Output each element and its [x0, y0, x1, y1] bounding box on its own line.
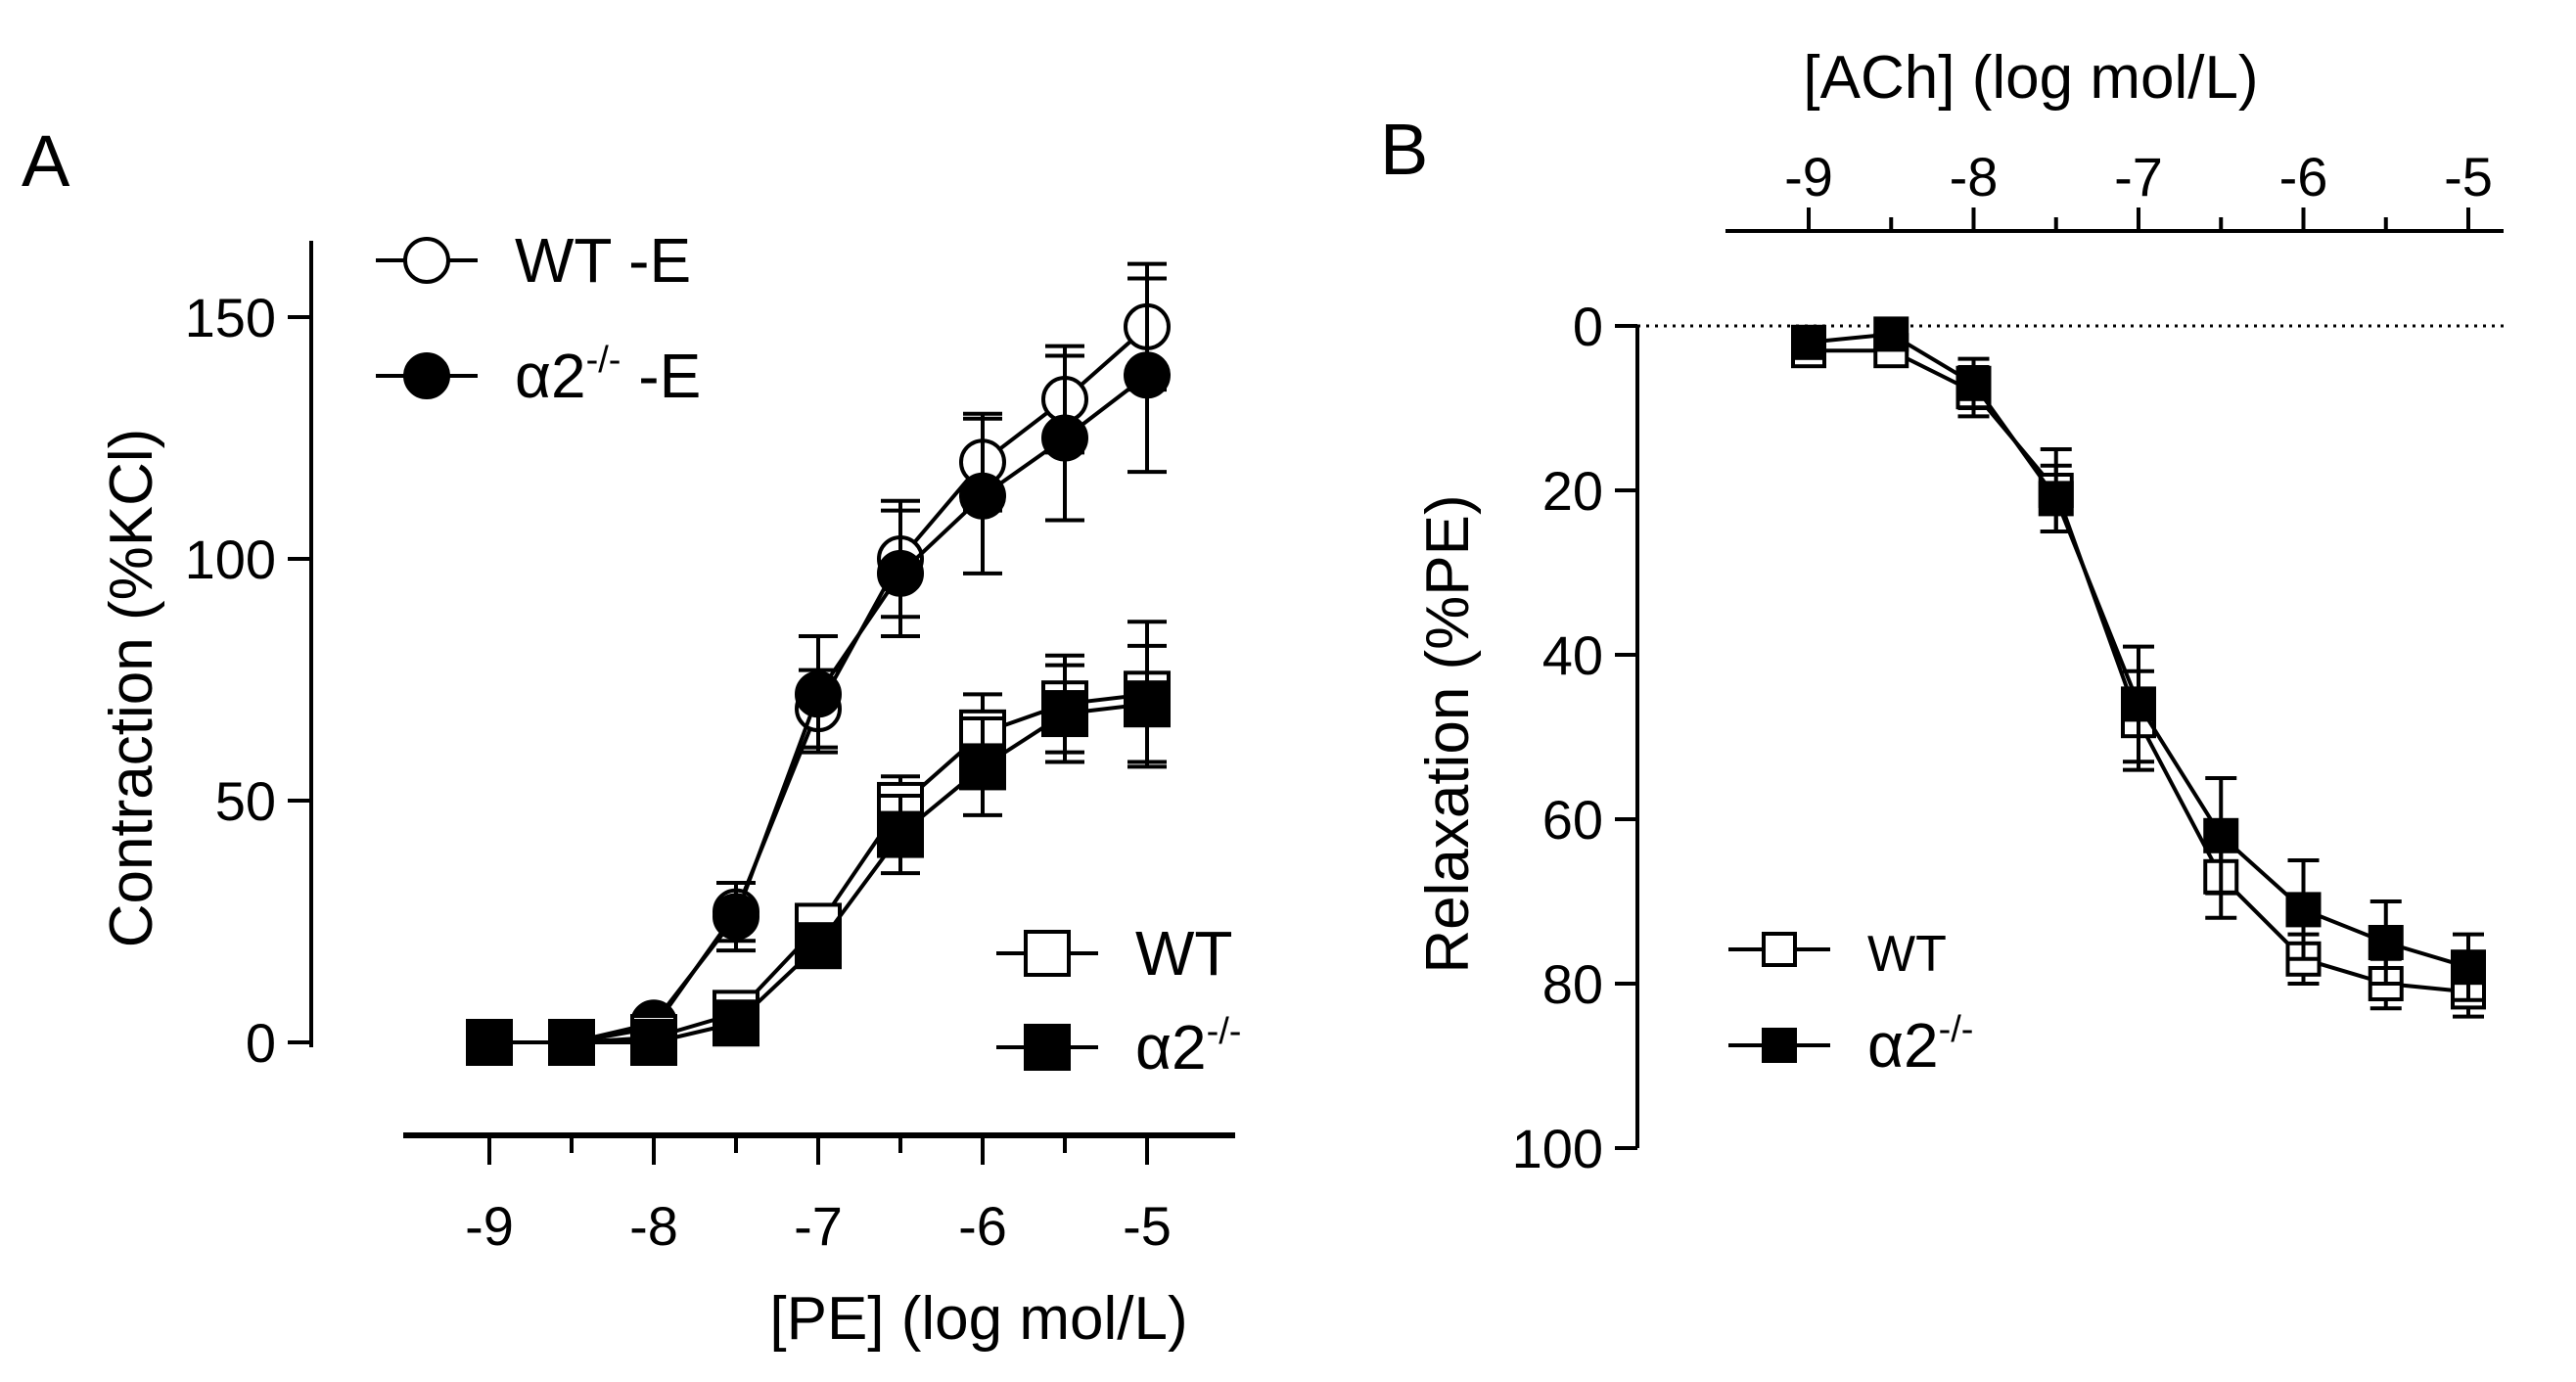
x-tick-label: -6 [958, 1195, 1007, 1257]
x-tick-label: -7 [2114, 146, 2163, 207]
data-point [2203, 817, 2239, 853]
panel-a-x-axis-title: [PE] (log mol/L) [769, 1285, 1187, 1353]
y-tick-label: 50 [215, 770, 276, 832]
y-tick-label: 150 [185, 287, 276, 348]
data-point [466, 1019, 513, 1066]
panel-b-series [1791, 316, 2486, 1019]
data-point [795, 670, 842, 718]
y-tick-label: 100 [1512, 1118, 1603, 1179]
x-tick-label: -5 [2444, 146, 2493, 207]
x-tick-label: -8 [629, 1195, 678, 1257]
panel-a-legend: WT -E α2-/- -E WT α2-/- [376, 225, 1241, 1083]
legend-marker [1762, 932, 1797, 967]
legend-entry-wt: WT [996, 918, 1233, 989]
panel-a-axes: 0 50 100 150 -9 -8 -7 -6 -5 [185, 241, 1235, 1257]
y-tick-label: 80 [1542, 953, 1603, 1015]
data-point [959, 472, 1006, 520]
data-point [630, 1019, 677, 1066]
legend-marker [403, 352, 450, 399]
legend-marker [1762, 1028, 1797, 1063]
data-point [1041, 690, 1088, 738]
data-point [1873, 316, 1909, 352]
x-tick-label: -7 [794, 1195, 843, 1257]
y-tick-label: 0 [1573, 296, 1603, 357]
data-point [713, 893, 759, 941]
panel-a-y-axis-title: Contraction (%KCl) [98, 429, 165, 948]
x-tick-label: -8 [1950, 146, 1999, 207]
panel-b-chart: -9 -8 -7 -6 -5 0 20 40 60 80 100 WT α2-/- [ACh] (lo… [1414, 44, 2506, 1179]
data-point [2368, 925, 2404, 960]
legend-entry-a2: α2-/- [996, 1011, 1241, 1083]
data-point [2285, 892, 2322, 928]
legend-label: α2-/- -E [515, 340, 701, 411]
legend-marker [403, 237, 450, 284]
x-tick-label: -9 [465, 1195, 514, 1257]
x-tick-label: -6 [2279, 146, 2328, 207]
legend-label: α2-/- [1135, 1011, 1241, 1083]
panel-b-axes: -9 -8 -7 -6 -5 0 20 40 60 80 100 [1512, 146, 2506, 1179]
legend-entry-a2: α2-/- [1728, 1009, 1973, 1081]
panel-b-legend: WT α2-/- [1728, 926, 1973, 1081]
x-tick-label: -9 [1784, 146, 1833, 207]
legend-label: α2-/- [1867, 1009, 1973, 1081]
panel-b-y-axis-title: Relaxation (%PE) [1414, 494, 1482, 973]
panel-a-chart: 0 50 100 150 -9 -8 -7 -6 -5 WT -E α2-/- -E WT α2-/-… [98, 225, 1241, 1353]
data-point [959, 743, 1006, 791]
data-point [1124, 680, 1171, 728]
legend-label: WT [1135, 918, 1233, 989]
series-2 [1791, 316, 2486, 1002]
legend-marker [1024, 1024, 1071, 1071]
legend-label: WT -E [515, 225, 691, 296]
y-tick-label: 0 [246, 1012, 276, 1074]
data-point [1955, 365, 1992, 401]
legend-entry-wt: WT [1728, 926, 1947, 983]
data-point [2038, 481, 2074, 517]
series-line [489, 702, 1148, 1044]
panel-a-series [466, 261, 1171, 1066]
y-tick-label: 20 [1542, 460, 1603, 522]
data-point [877, 810, 924, 858]
data-point [1124, 351, 1171, 399]
y-tick-label: 60 [1542, 789, 1603, 851]
legend-entry-a2-e: α2-/- -E [376, 340, 701, 411]
legend-marker [1024, 930, 1071, 977]
legend-label: WT [1867, 926, 1947, 983]
data-point [877, 549, 924, 597]
data-point [548, 1019, 595, 1066]
y-tick-label: 40 [1542, 624, 1603, 686]
data-point [1041, 414, 1088, 462]
panel-a-letter: A [22, 120, 70, 202]
x-tick-label: -5 [1123, 1195, 1172, 1257]
data-point [713, 999, 759, 1047]
y-tick-label: 100 [185, 529, 276, 590]
data-point [2121, 686, 2156, 722]
panel-b-letter: B [1380, 109, 1428, 190]
legend-entry-wt-e: WT -E [376, 225, 691, 296]
data-point [2451, 949, 2486, 986]
data-point [795, 922, 842, 970]
data-point [1791, 324, 1826, 360]
series-4 [466, 643, 1171, 1066]
panel-b-x-axis-title: [ACh] (log mol/L) [1803, 44, 2258, 112]
